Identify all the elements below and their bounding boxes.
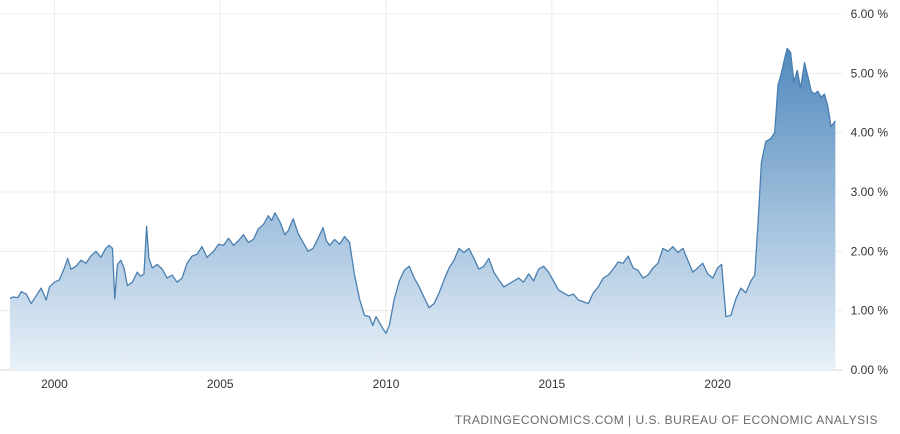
x-tick-label: 2020 <box>704 377 731 391</box>
series-area <box>10 48 836 370</box>
series-line <box>10 47 836 334</box>
y-tick-label: 0.00 % <box>851 363 889 377</box>
y-tick-label: 4.00 % <box>851 126 889 140</box>
series-group <box>10 47 836 370</box>
x-tick-label: 2015 <box>538 377 565 391</box>
y-tick-label: 3.00 % <box>851 185 889 199</box>
source-credit: TRADINGECONOMICS.COM | U.S. BUREAU OF EC… <box>454 413 878 427</box>
x-tick-label: 2005 <box>207 377 234 391</box>
y-tick-label: 5.00 % <box>851 66 889 80</box>
x-axis: 2000 2005 2010 2015 2020 <box>41 377 731 391</box>
x-tick-label: 2010 <box>373 377 400 391</box>
x-tick-label: 2000 <box>41 377 68 391</box>
y-axis: 0.00 % 1.00 % 2.00 % 3.00 % 4.00 % 5.00 % 6.00… <box>851 7 889 377</box>
y-tick-label: 1.00 % <box>851 304 889 318</box>
y-tick-label: 2.00 % <box>851 244 889 258</box>
y-tick-label: 6.00 % <box>851 7 889 21</box>
